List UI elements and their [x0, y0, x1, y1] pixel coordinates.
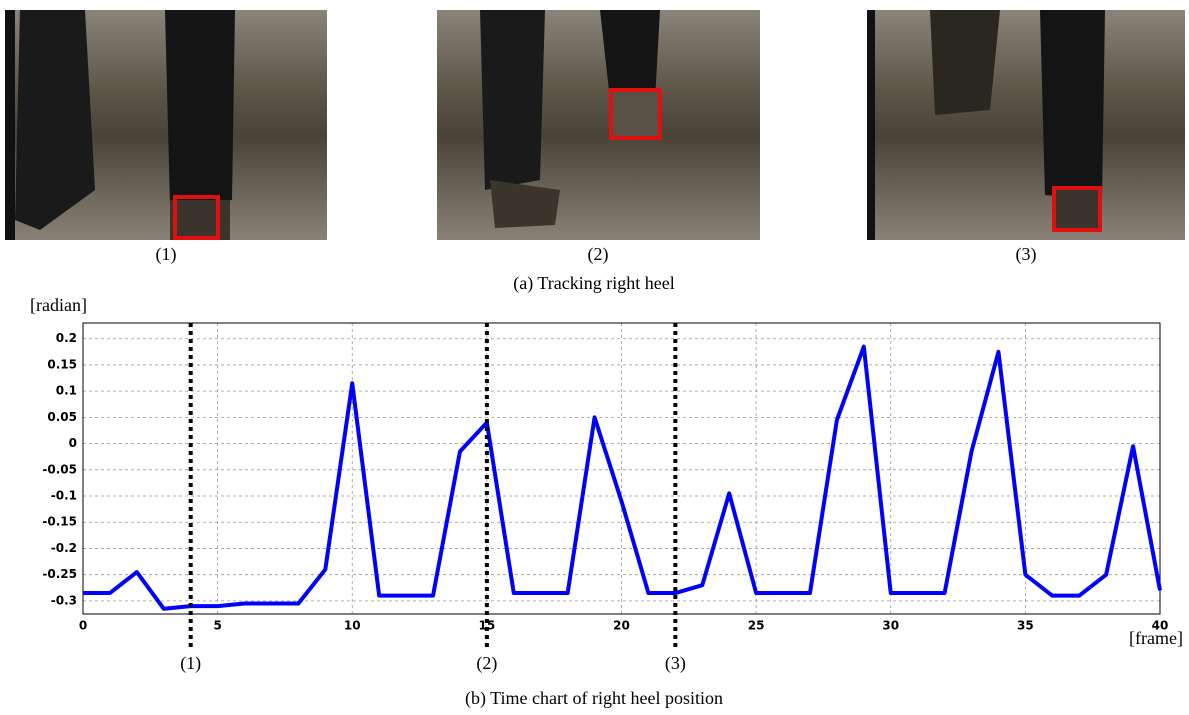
plot-frame: [82, 322, 1161, 615]
x-tick-label: 30: [882, 619, 899, 633]
image-label: (1): [156, 244, 177, 265]
x-tick-label: 10: [344, 619, 361, 633]
y-tick-label: 0.2: [56, 331, 77, 345]
y-tick-label: -0.25: [42, 567, 77, 581]
frame-marker-label: (3): [665, 653, 686, 674]
y-tick-label: 0.05: [47, 410, 77, 424]
x-tick-label: 5: [213, 619, 221, 633]
y-tick-label: 0.15: [47, 357, 77, 371]
x-tick-label: 15: [479, 619, 496, 633]
y-tick-label: -0.3: [51, 593, 77, 607]
y-tick-label: -0.15: [42, 515, 77, 529]
y-tick-label: 0: [69, 436, 77, 450]
data-line: [83, 344, 1162, 611]
image-label: (3): [1016, 244, 1037, 265]
photo-3: [867, 10, 1185, 240]
y-tick-label: -0.05: [42, 462, 77, 476]
x-tick-label: 20: [613, 619, 630, 633]
x-tick-label: 25: [748, 619, 765, 633]
frame-marker-label: (1): [180, 653, 201, 674]
x-tick-label: 40: [1152, 619, 1169, 633]
frame-marker-label: (2): [476, 653, 497, 674]
x-tick-label: 35: [1017, 619, 1034, 633]
y-axis-label: [radian]: [30, 295, 87, 315]
photo-1: [5, 10, 327, 240]
x-tick-label: 0: [79, 619, 87, 633]
y-tick-label: -0.1: [51, 489, 77, 503]
photo-2: [437, 10, 760, 240]
chart-caption: (b) Time chart of right heel position: [465, 688, 723, 709]
y-tick-label: 0.1: [56, 384, 77, 398]
x-axis-label: [frame]: [1129, 628, 1183, 648]
figure-caption: (a) Tracking right heel: [513, 273, 674, 294]
image-label: (2): [588, 244, 609, 265]
y-tick-label: -0.2: [51, 541, 77, 555]
